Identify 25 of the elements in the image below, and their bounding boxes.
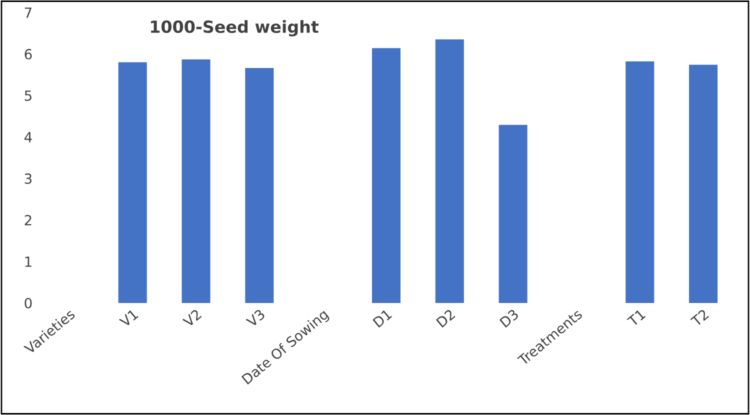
bar xyxy=(626,61,654,303)
bar xyxy=(245,68,274,303)
bar xyxy=(498,124,528,303)
x-tick-label: D1 xyxy=(372,308,392,328)
bar xyxy=(435,39,464,303)
bar xyxy=(372,48,401,303)
bar xyxy=(118,62,147,303)
x-tick-label: V2 xyxy=(182,308,202,328)
x-tick-label: T2 xyxy=(690,308,710,328)
x-tick-label: D3 xyxy=(499,308,520,328)
y-tick-label: 0 xyxy=(24,298,32,308)
y-tick-label: 5 xyxy=(24,90,32,101)
y-tick-label: 3 xyxy=(24,173,32,184)
y-tick-label: 6 xyxy=(24,48,32,60)
y-tick-label: 7 xyxy=(24,8,32,18)
chart-title: 1000-Seed weight xyxy=(150,20,319,36)
x-tick-label: V3 xyxy=(246,308,266,328)
y-tick-label: 2 xyxy=(24,214,32,226)
x-tick-label: T1 xyxy=(626,308,646,328)
bar xyxy=(689,64,718,303)
x-tick-label: V1 xyxy=(118,308,138,328)
bar xyxy=(182,59,210,303)
x-tick-label: D2 xyxy=(436,308,456,328)
y-tick-label: 1 xyxy=(25,256,32,267)
y-tick-label: 4 xyxy=(24,132,32,142)
